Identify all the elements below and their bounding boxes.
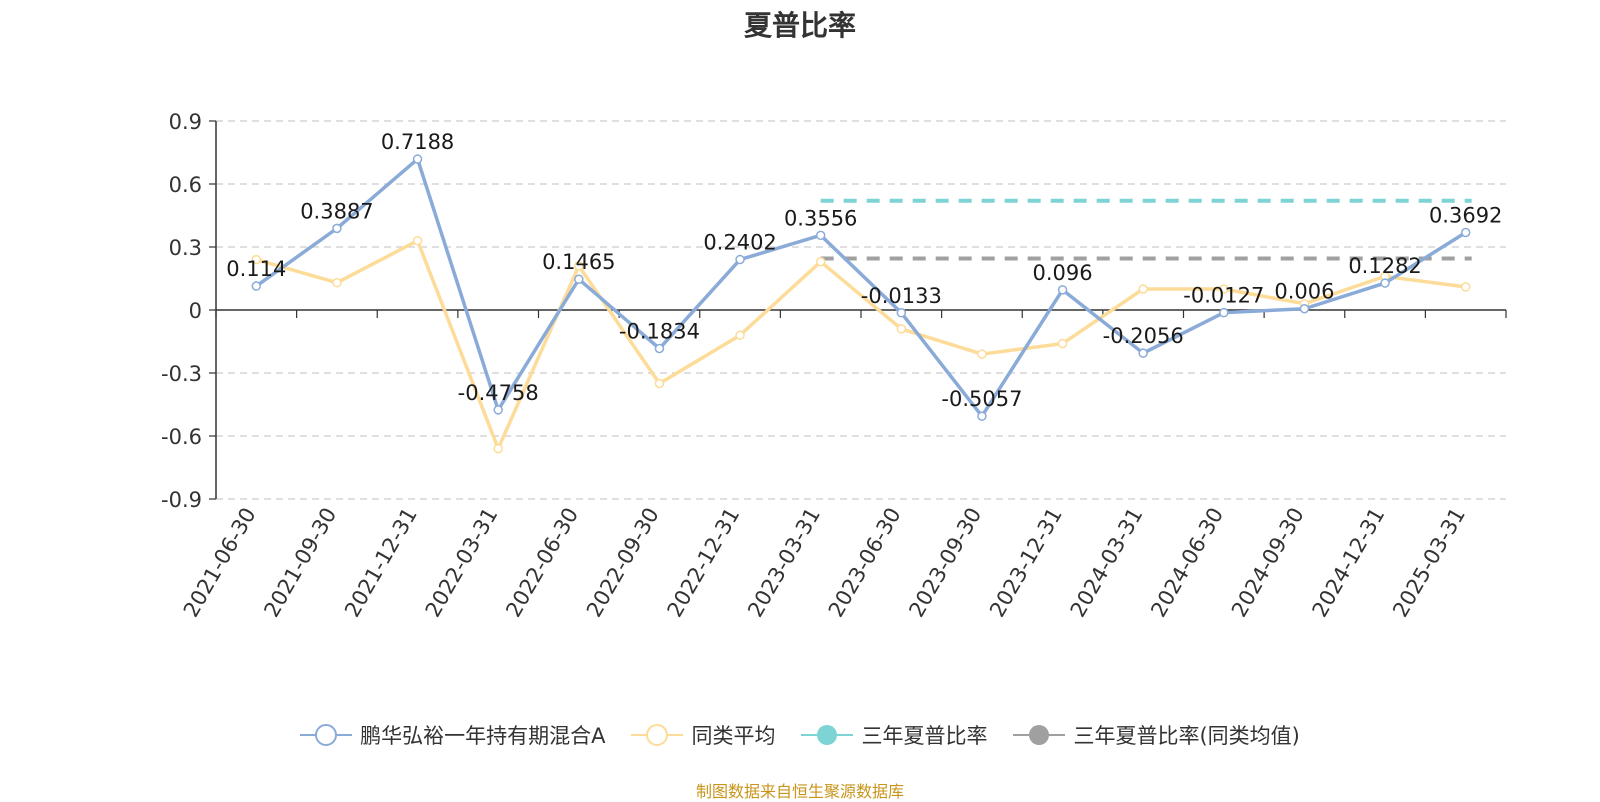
legend-marker-filled-circle-icon [1013,725,1066,745]
data-point[interactable] [896,324,907,334]
data-point[interactable] [977,411,987,421]
x-tick-label: 2024-12-31 [1308,504,1390,622]
data-point[interactable] [1219,307,1229,318]
x-tick-label: 2022-03-31 [421,504,503,622]
data-label: 0.1465 [542,250,615,274]
y-tick-label: 0.6 [169,173,202,197]
data-label: 0.7188 [381,130,454,154]
data-point[interactable] [896,308,907,318]
x-tick-label: 2021-12-31 [340,504,422,622]
y-tick-label: -0.9 [161,488,202,512]
data-label: -0.2056 [1103,324,1184,348]
data-label: -0.0127 [1183,284,1264,308]
x-tick-label: 2021-06-30 [179,504,261,622]
y-tick-label: 0.3 [169,236,202,260]
data-label: -0.5057 [941,387,1022,411]
legend-item-three-year-sharpe-peer[interactable]: 三年夏普比率(同类均值) [1013,720,1300,750]
series-line [255,157,1467,418]
data-point[interactable] [815,230,826,241]
legend-label-three-year-sharpe: 三年夏普比率 [861,724,988,748]
data-point[interactable] [332,277,342,288]
x-tick-label: 2025-03-31 [1388,504,1470,622]
y-tick-label: -0.6 [161,425,202,449]
y-tick-label: 0.9 [169,110,202,134]
data-point[interactable] [1460,227,1471,238]
legend-marker-filled-circle-icon [801,725,854,745]
legend: 鹏华弘裕一年持有期混合A 同类平均 三年夏普比率 三年夏普比率(同类均值) [0,720,1600,750]
data-point[interactable] [1138,284,1148,294]
data-point[interactable] [251,254,262,265]
data-point[interactable] [412,235,423,246]
data-point[interactable] [493,405,503,415]
data-label: -0.1834 [619,320,700,344]
chart-title: 夏普比率 [743,9,856,42]
legend-label-three-year-sharpe-peer: 三年夏普比率(同类均值) [1073,724,1300,748]
series-line [255,238,1466,451]
data-point[interactable] [977,349,987,359]
x-tick-label: 2023-06-30 [824,504,906,622]
data-label: 0.114 [226,257,286,281]
data-label: 0.3556 [784,206,857,230]
data-point[interactable] [1138,348,1148,358]
data-label: 0.1282 [1348,254,1421,278]
source-note: 制图数据来自恒生聚源数据库 [695,782,904,801]
y-tick-label: 0 [189,299,202,323]
data-point[interactable] [1219,284,1229,294]
data-point[interactable] [1299,303,1310,314]
data-label: 0.096 [1033,261,1093,285]
data-label: 0.3887 [300,199,373,223]
legend-item-three-year-sharpe[interactable]: 三年夏普比率 [801,720,987,750]
x-tick-label: 2024-06-30 [1146,504,1228,622]
legend-marker-hollow-circle-icon [300,724,353,746]
data-point[interactable] [1380,278,1390,288]
legend-label-fund: 鹏华弘裕一年持有期混合A [360,724,606,748]
legend-item-peer-average[interactable]: 同类平均 [631,720,775,750]
x-tick-label: 2024-09-30 [1227,504,1309,622]
data-point[interactable] [654,343,665,354]
data-point[interactable] [251,281,262,291]
data-point[interactable] [493,443,503,454]
data-point[interactable] [332,223,342,234]
x-tick-label: 2022-12-31 [663,504,745,622]
x-tick-label: 2021-09-30 [259,504,341,622]
x-tick-label: 2024-03-31 [1066,504,1148,622]
legend-label-peer-average: 同类平均 [691,724,776,748]
data-point[interactable] [735,330,745,340]
data-label: -0.4758 [458,381,539,405]
y-tick-label: -0.3 [161,362,202,386]
data-point[interactable] [1460,282,1471,292]
x-tick-label: 2022-06-30 [501,504,583,622]
legend-marker-hollow-circle-icon [631,724,684,746]
x-tick-label: 2023-09-30 [904,504,986,622]
x-tick-label: 2022-09-30 [582,504,664,622]
data-point[interactable] [735,254,745,265]
data-label: 0.2402 [703,231,776,255]
legend-item-fund[interactable]: 鹏华弘裕一年持有期混合A [300,720,605,750]
data-label: 0.006 [1274,280,1334,304]
data-point[interactable] [1057,285,1068,295]
data-point[interactable] [654,378,665,389]
data-point[interactable] [1057,338,1068,349]
data-point[interactable] [574,261,584,271]
data-label: -0.0133 [861,284,942,308]
data-point[interactable] [574,274,584,284]
data-point[interactable] [815,256,826,267]
data-point[interactable] [412,154,423,164]
x-tick-label: 2023-03-31 [743,504,825,622]
data-label: 0.3692 [1429,203,1502,227]
x-tick-label: 2023-12-31 [985,504,1067,622]
